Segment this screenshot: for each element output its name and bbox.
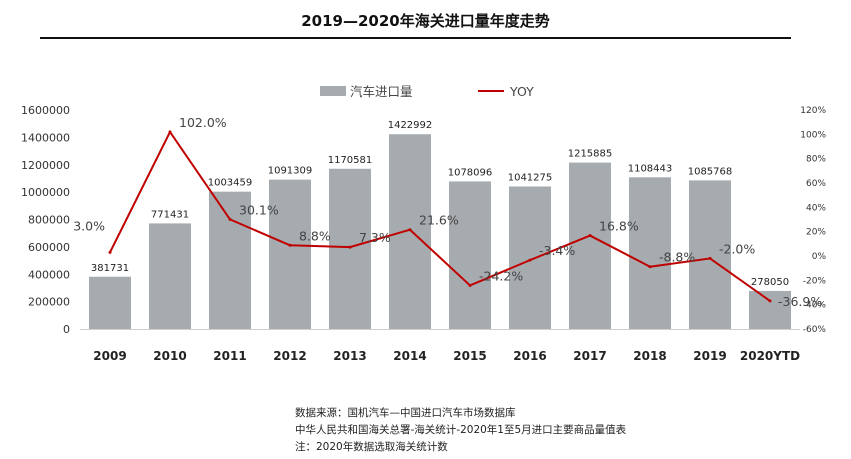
legend-bar-label: 汽车进口量 — [350, 84, 413, 99]
yoy-value-label: 102.0% — [179, 115, 227, 130]
bar-2013 — [329, 168, 371, 329]
bar-value-label: 1085768 — [688, 166, 733, 177]
bar-value-label: 1422992 — [388, 120, 433, 131]
yoy-value-label: 3.0% — [73, 218, 105, 233]
right-axis-tick-label: 0% — [812, 252, 827, 262]
category-label-2015: 2015 — [453, 349, 486, 363]
yoy-point — [528, 258, 532, 262]
yoy-point — [108, 250, 112, 254]
left-axis-tick-label: 1000000 — [21, 186, 70, 199]
bar-value-label: 1078096 — [448, 167, 493, 178]
bar-2019 — [689, 180, 731, 329]
yoy-value-label: -8.8% — [659, 250, 695, 265]
left-axis-tick-label: 1600000 — [21, 104, 70, 117]
yoy-point — [588, 234, 592, 238]
yoy-value-label: 30.1% — [239, 202, 279, 217]
left-axis-tick-label: 400000 — [28, 268, 70, 281]
bar-value-label: 1041275 — [508, 172, 553, 183]
yoy-point — [408, 228, 412, 232]
yoy-value-label: -24.2% — [479, 268, 523, 283]
right-axis-tick-label: 40% — [806, 203, 826, 213]
yoy-point — [648, 265, 652, 269]
bar-value-label: 1003459 — [208, 178, 253, 189]
category-label-2010: 2010 — [153, 349, 186, 363]
right-axis-tick-label: -20% — [803, 276, 827, 286]
right-axis-tick-label: 80% — [806, 155, 826, 165]
left-axis-tick-label: 200000 — [28, 296, 70, 309]
yoy-value-label: 7.3% — [359, 230, 391, 245]
footnotes: 数据来源：国机汽车—中国进口汽车市场数据库 中华人民共和国海关总署-海关统计-2… — [295, 405, 626, 456]
bar-2015 — [449, 181, 491, 329]
category-label-2009: 2009 — [93, 349, 126, 363]
bar-value-label: 1215885 — [568, 149, 613, 160]
category-label-2018: 2018 — [633, 349, 666, 363]
bar-2016 — [509, 186, 551, 329]
yoy-line — [109, 130, 771, 302]
bar-2009 — [89, 276, 131, 329]
right-axis-tick-label: 60% — [806, 179, 826, 189]
chart-title: 2019—2020年海关进口量年度走势 — [301, 12, 550, 30]
bar-2017 — [569, 162, 611, 329]
bar-2012 — [269, 179, 311, 329]
bar-2010 — [149, 223, 191, 329]
footnote-customs: 中华人民共和国海关总署-海关统计-2020年1至5月进口主要商品量值表 — [295, 424, 627, 436]
yoy-value-label: 21.6% — [419, 213, 459, 228]
legend-line-label: YOY — [509, 84, 534, 99]
category-label-2020YTD: 2020YTD — [740, 349, 800, 363]
category-label-2013: 2013 — [333, 349, 366, 363]
yoy-point — [348, 245, 352, 249]
yoy-value-label: 16.8% — [599, 219, 639, 234]
yoy-value-label: -2.0% — [719, 241, 755, 256]
bar-value-label: 1108443 — [628, 163, 673, 174]
category-label-2014: 2014 — [393, 349, 426, 363]
yoy-point — [288, 243, 292, 247]
bar-value-label: 1091309 — [268, 166, 313, 177]
bar-value-label: 381731 — [91, 263, 129, 274]
bar-2014 — [389, 134, 431, 329]
yoy-value-label: -36.9% — [778, 294, 822, 309]
bar-2011 — [209, 191, 251, 329]
footnote-source: 数据来源：国机汽车—中国进口汽车市场数据库 — [295, 407, 516, 419]
yoy-value-label: 8.8% — [299, 228, 331, 243]
category-label-2017: 2017 — [573, 349, 606, 363]
yoy-point — [708, 256, 712, 260]
legend-bar-swatch — [320, 86, 346, 96]
left-axis-tick-label: 1200000 — [21, 159, 70, 172]
bar-value-label: 1170581 — [328, 155, 373, 166]
footnote-note: 注：2020年数据选取海关统计数 — [295, 441, 448, 453]
right-axis-tick-label: -60% — [803, 325, 827, 335]
title-rule — [40, 37, 791, 39]
bar-value-label: 278050 — [751, 277, 789, 288]
category-label-2016: 2016 — [513, 349, 546, 363]
bar-value-label: 771431 — [151, 209, 189, 220]
category-label-2012: 2012 — [273, 349, 306, 363]
left-axis-tick-label: 1400000 — [21, 131, 70, 144]
right-axis-tick-label: -40% — [803, 301, 827, 311]
right-axis-tick-label: 120% — [800, 106, 826, 116]
right-axis-tick-label: 20% — [806, 228, 826, 238]
yoy-point — [468, 283, 472, 287]
category-label-2019: 2019 — [693, 349, 726, 363]
left-axis-tick-label: 800000 — [28, 214, 70, 227]
bar-2018 — [629, 177, 671, 329]
yoy-point — [228, 217, 232, 221]
yoy-value-label: -3.4% — [539, 243, 575, 258]
yoy-point — [768, 299, 772, 303]
left-axis-tick-label: 600000 — [28, 241, 70, 254]
yoy-point — [168, 130, 172, 134]
left-axis-tick-label: 0 — [63, 323, 70, 336]
bar-2020YTD — [749, 290, 791, 329]
right-axis-tick-label: 100% — [800, 130, 826, 140]
category-label-2011: 2011 — [213, 349, 246, 363]
